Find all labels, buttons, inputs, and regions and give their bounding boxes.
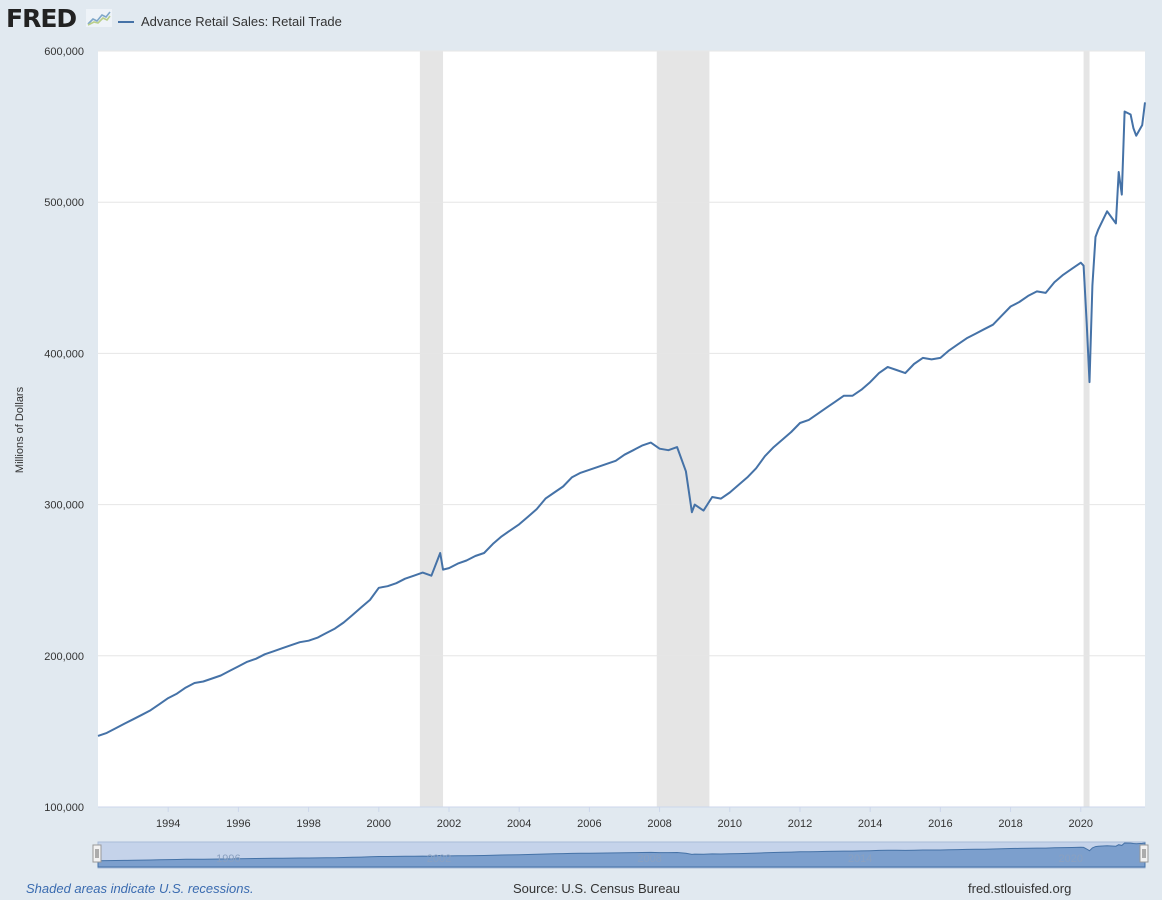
- source-note: Source: U.S. Census Bureau: [513, 881, 680, 896]
- navigator-year-label: 2014: [848, 853, 872, 865]
- navigator-year-label: 2002: [427, 853, 451, 865]
- y-axis-ticks: 100,000 200,000 300,000 400,000 500,000 600,0…: [44, 46, 84, 814]
- x-tick-label: 1994: [156, 818, 180, 830]
- y-tick-label: 300,000: [44, 500, 84, 512]
- series-layer: [97, 102, 1146, 737]
- x-tick-label: 2012: [788, 818, 812, 830]
- x-tick-label: 1996: [226, 818, 250, 830]
- y-tick-label: 200,000: [44, 651, 84, 663]
- recession-band-1: [656, 51, 710, 807]
- fred-logo[interactable]: FRED: [6, 4, 77, 33]
- x-tick-label: 2016: [928, 818, 952, 830]
- recession-band-2: [1083, 51, 1090, 807]
- chart-header: FRED Advance Retail Sales: Retail Trade: [0, 0, 1162, 46]
- navigator-year-label: 2020: [1059, 853, 1083, 865]
- x-tick-label: 2018: [998, 818, 1022, 830]
- x-tick-label: 2004: [507, 818, 531, 830]
- recession-band-0: [419, 51, 444, 807]
- chart-legend: Advance Retail Sales: Retail Trade: [118, 14, 342, 29]
- navigator-year-label: 1996: [216, 853, 240, 865]
- x-axis-ticks: 1994 1996 1998 2000 2002 2004 2006 2008 2010 2012…: [98, 806, 1145, 830]
- series-line-0[interactable]: [97, 102, 1146, 737]
- y-tick-label: 600,000: [44, 46, 84, 58]
- y-tick-label: 100,000: [44, 802, 84, 814]
- x-tick-label: 2002: [437, 818, 461, 830]
- range-navigator[interactable]: 1996 2002 2008 2014 2020: [92, 841, 1149, 869]
- x-tick-label: 2014: [858, 818, 882, 830]
- site-link[interactable]: fred.stlouisfed.org: [968, 881, 1072, 896]
- navigator-handle-left[interactable]: [92, 844, 102, 863]
- navigator-handle-right[interactable]: [1139, 844, 1149, 863]
- navigator-labels: 1996 2002 2008 2014 2020: [216, 853, 1083, 865]
- fred-graph-icon: [86, 9, 112, 27]
- x-tick-label: 2008: [647, 818, 671, 830]
- x-tick-label: 2006: [577, 818, 601, 830]
- navigator-series-area: [97, 842, 1146, 868]
- plot-area: [98, 51, 1145, 807]
- y-tick-label: 500,000: [44, 197, 84, 209]
- x-tick-label: 2020: [1069, 818, 1093, 830]
- recession-bands: [419, 51, 1090, 807]
- navigator-year-label: 2008: [637, 853, 661, 865]
- y-tick-label: 400,000: [44, 348, 84, 360]
- x-tick-label: 1998: [296, 818, 320, 830]
- recession-note[interactable]: Shaded areas indicate U.S. recessions.: [26, 881, 254, 896]
- x-tick-label: 2010: [718, 818, 742, 830]
- x-tick-label: 2000: [367, 818, 391, 830]
- y-axis-label: Millions of Dollars: [14, 386, 26, 473]
- legend-label: Advance Retail Sales: Retail Trade: [141, 14, 342, 29]
- legend-swatch: [118, 20, 134, 23]
